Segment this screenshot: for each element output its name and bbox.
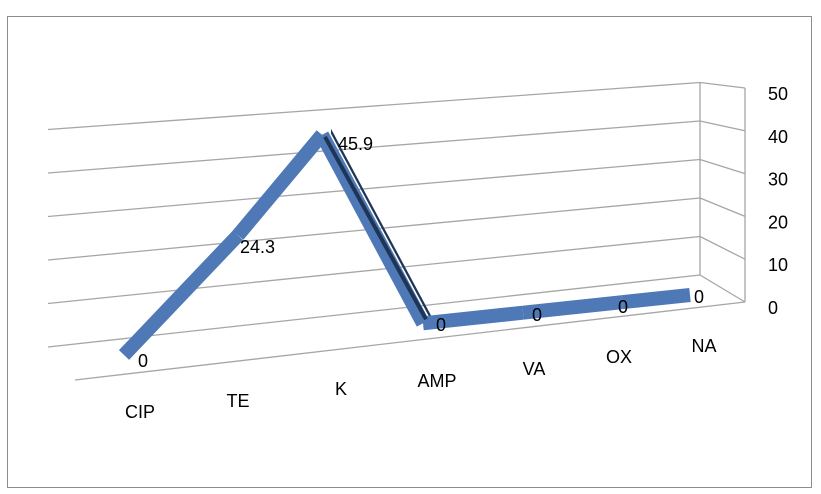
- gridline-side: [699, 197, 746, 218]
- gridline: [47, 81, 701, 131]
- gridline-side: [699, 235, 746, 260]
- data-label: 45.9: [338, 134, 373, 154]
- x-tick-label: TE: [226, 391, 249, 411]
- y-tick-label: 20: [768, 212, 788, 232]
- ribbon-segment: [232, 130, 328, 240]
- gridline-side: [699, 274, 746, 303]
- data-labels: 0 24.3 45.9 0 0 0 0: [138, 134, 704, 371]
- data-ribbon: [118, 128, 691, 360]
- ribbon-segment: [422, 305, 524, 331]
- ribbon-segment: [621, 288, 691, 310]
- ribbon-side-segment: [331, 128, 432, 323]
- y-tick-label: 40: [768, 127, 788, 147]
- x-tick-label: NA: [691, 336, 716, 356]
- gridline: [47, 235, 701, 305]
- y-axis-tick-labels: 0 10 20 30 40 50: [768, 84, 788, 318]
- x-tick-label: AMP: [417, 371, 456, 391]
- data-label: 0: [436, 315, 446, 335]
- chart-frame: [7, 16, 812, 488]
- ribbon-segment: [118, 230, 244, 360]
- x-tick-label: K: [335, 379, 347, 399]
- data-label: 0: [694, 287, 704, 307]
- ribbon-segment: [315, 131, 430, 327]
- y-tick-label: 30: [768, 170, 788, 190]
- gridline-side: [699, 158, 746, 175]
- gridline: [47, 274, 701, 348]
- gridline: [47, 158, 701, 218]
- data-label: 0: [532, 305, 542, 325]
- data-label: 0: [138, 351, 148, 371]
- gridline: [47, 120, 701, 174]
- ribbon-segment: [522, 295, 623, 320]
- ribbon-drop-edge: [323, 135, 428, 321]
- floor-edge: [74, 301, 746, 381]
- y-tick-label: 0: [768, 298, 778, 318]
- y-tick-label: 10: [768, 255, 788, 275]
- y-tick-label: 50: [768, 84, 788, 104]
- data-label: 24.3: [240, 237, 275, 257]
- x-tick-label: VA: [523, 359, 546, 379]
- gridlines: [47, 81, 746, 381]
- gridline-side: [699, 120, 746, 132]
- x-axis-tick-labels: CIP TE K AMP VA OX NA: [125, 336, 717, 422]
- x-tick-label: OX: [606, 347, 632, 367]
- x-tick-label: CIP: [125, 402, 155, 422]
- data-label: 0: [618, 297, 628, 317]
- gridline-side: [699, 81, 746, 89]
